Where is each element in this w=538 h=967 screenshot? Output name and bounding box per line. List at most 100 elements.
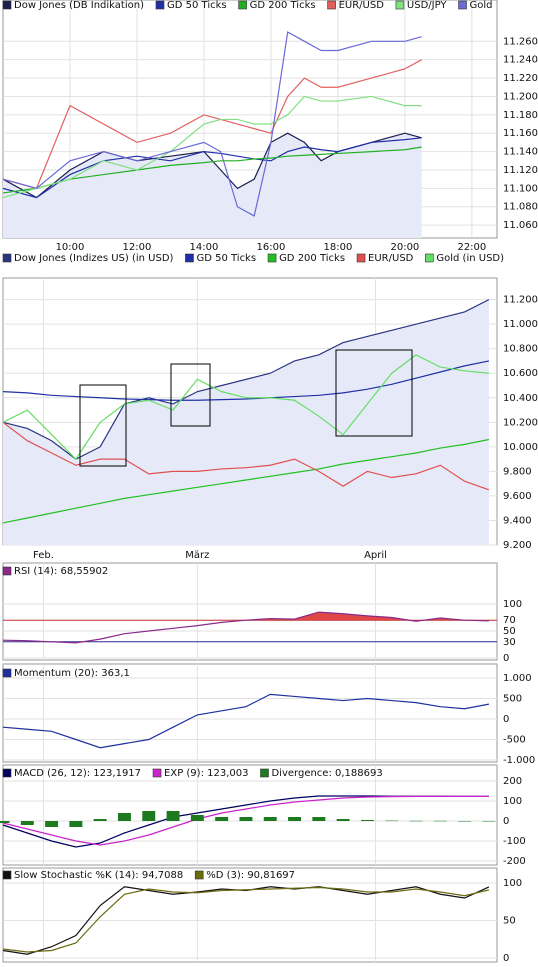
y-tick-label: 11.260 xyxy=(503,36,538,47)
bar xyxy=(118,813,131,821)
y-tick-label: 11.000 xyxy=(503,319,538,330)
legend-item: USD/JPY xyxy=(395,0,447,11)
line xyxy=(2,59,422,190)
bar xyxy=(360,820,374,821)
y-tick-label: 11.220 xyxy=(503,73,538,84)
legend-label: Dow Jones (DB Indikation) xyxy=(14,0,144,11)
y-tick-label: 9.600 xyxy=(503,491,532,502)
highlight-box xyxy=(79,384,127,467)
y-tick-label: 10.800 xyxy=(503,344,538,355)
legend-item: Divergence: 0,188693 xyxy=(260,768,383,779)
y-tick-label: -100 xyxy=(503,836,526,847)
legend-swatch xyxy=(2,0,12,10)
bar xyxy=(0,821,10,823)
legend-label: GD 200 Ticks xyxy=(279,253,345,264)
legend-item: Dow Jones (Indizes US) (in USD) xyxy=(2,253,174,264)
panel: 9.200 9.400 9.600 9.800 10.000 10.200 10.400 10… xyxy=(2,253,538,561)
y-tick-label: 11.140 xyxy=(503,147,538,158)
legend-swatch xyxy=(260,768,269,778)
x-tick-label: März xyxy=(185,550,209,561)
legend-label: Gold (in USD) xyxy=(436,253,504,264)
y-tick-label: 11.100 xyxy=(503,183,538,194)
overbought-fill xyxy=(3,612,489,621)
y-tick-label: 11.060 xyxy=(503,220,538,231)
bar xyxy=(385,820,399,822)
line xyxy=(2,354,489,461)
x-tick-label: 12:00 xyxy=(123,242,152,253)
x-tick-label: April xyxy=(364,550,387,561)
bar xyxy=(263,817,277,821)
plot-frame xyxy=(2,764,498,866)
bar xyxy=(482,820,496,822)
legend-swatch xyxy=(2,768,12,778)
y-tick-label: 100 xyxy=(503,599,522,610)
x-tick-label: 10:00 xyxy=(56,242,85,253)
line xyxy=(2,611,489,644)
legend-label: EUR/USD xyxy=(368,253,414,264)
y-tick-label: 0 xyxy=(503,816,509,827)
line xyxy=(2,137,422,199)
legend-swatch xyxy=(356,253,366,263)
legend-label: EUR/USD xyxy=(339,0,385,11)
legend-swatch xyxy=(2,253,12,263)
line xyxy=(2,886,490,953)
line xyxy=(2,795,489,846)
bar xyxy=(190,815,204,821)
line xyxy=(2,146,422,194)
y-tick-label: 11.200 xyxy=(503,91,538,102)
legend-label: RSI (14): 68,55902 xyxy=(14,566,108,577)
legend-item: GD 50 Ticks xyxy=(185,253,256,264)
legend-item: GD 200 Ticks xyxy=(267,253,345,264)
y-tick-label: -1.000 xyxy=(503,755,535,766)
y-tick-label: 11.080 xyxy=(503,202,538,213)
y-tick-label: 11.120 xyxy=(503,165,538,176)
y-tick-label: 70 xyxy=(503,615,516,626)
x-tick-label: 16:00 xyxy=(257,242,286,253)
legend-label: GD 50 Ticks xyxy=(167,0,227,11)
annotation-boxes xyxy=(79,349,413,467)
y-tick-label: 11.180 xyxy=(503,110,538,121)
bar xyxy=(409,820,423,822)
bar xyxy=(433,820,447,822)
line xyxy=(2,693,490,749)
bar xyxy=(45,821,59,827)
area-fill xyxy=(3,133,422,238)
panel: 11.060 11.080 11.100 11.120 11.140 11.160 11.1… xyxy=(2,0,538,253)
line xyxy=(2,95,422,199)
panel: -1.000 -500 0 500 1.000 Momentum (20): 363,1 xyxy=(2,663,535,766)
plot-frame xyxy=(2,867,498,963)
legend-item: Momentum (20): 363,1 xyxy=(2,668,130,679)
x-tick-label: 20:00 xyxy=(390,242,419,253)
line xyxy=(2,360,490,401)
legend-swatch xyxy=(155,0,165,10)
y-tick-label: 9.400 xyxy=(503,515,532,526)
legend-label: Divergence: 0,188693 xyxy=(271,768,382,779)
legend-item: EUR/USD xyxy=(327,0,385,11)
line xyxy=(2,299,490,460)
legend-label: Momentum (20): 363,1 xyxy=(14,668,130,679)
y-tick-label: 10.400 xyxy=(503,393,538,404)
line xyxy=(2,886,490,955)
legend-label: Dow Jones (Indizes US) (in USD) xyxy=(14,253,174,264)
bar xyxy=(142,811,156,821)
line xyxy=(2,421,490,491)
legend-swatch xyxy=(2,668,12,678)
bar xyxy=(215,817,229,821)
legend-swatch xyxy=(395,0,405,10)
x-tick-label: 22:00 xyxy=(457,242,486,253)
legend-label: MACD (26, 12): 123,1917 xyxy=(14,768,141,779)
bar xyxy=(166,811,180,821)
panel: 0 50 100 Slow Stochastic %K (14): 94,7088 %D… xyxy=(2,867,522,964)
bar xyxy=(312,817,326,821)
legend-swatch xyxy=(327,0,336,10)
highlight-box xyxy=(170,363,211,427)
plot-frame xyxy=(2,562,498,661)
legend-item: Dow Jones (DB Indikation) xyxy=(2,0,144,11)
y-tick-label: 11.200 xyxy=(503,295,538,306)
y-tick-label: 100 xyxy=(503,796,522,807)
y-tick-label: 10.000 xyxy=(503,442,538,453)
y-tick-label: 100 xyxy=(503,878,522,889)
bar xyxy=(239,817,253,821)
y-tick-label: 9.800 xyxy=(503,466,532,477)
bar xyxy=(458,821,472,822)
